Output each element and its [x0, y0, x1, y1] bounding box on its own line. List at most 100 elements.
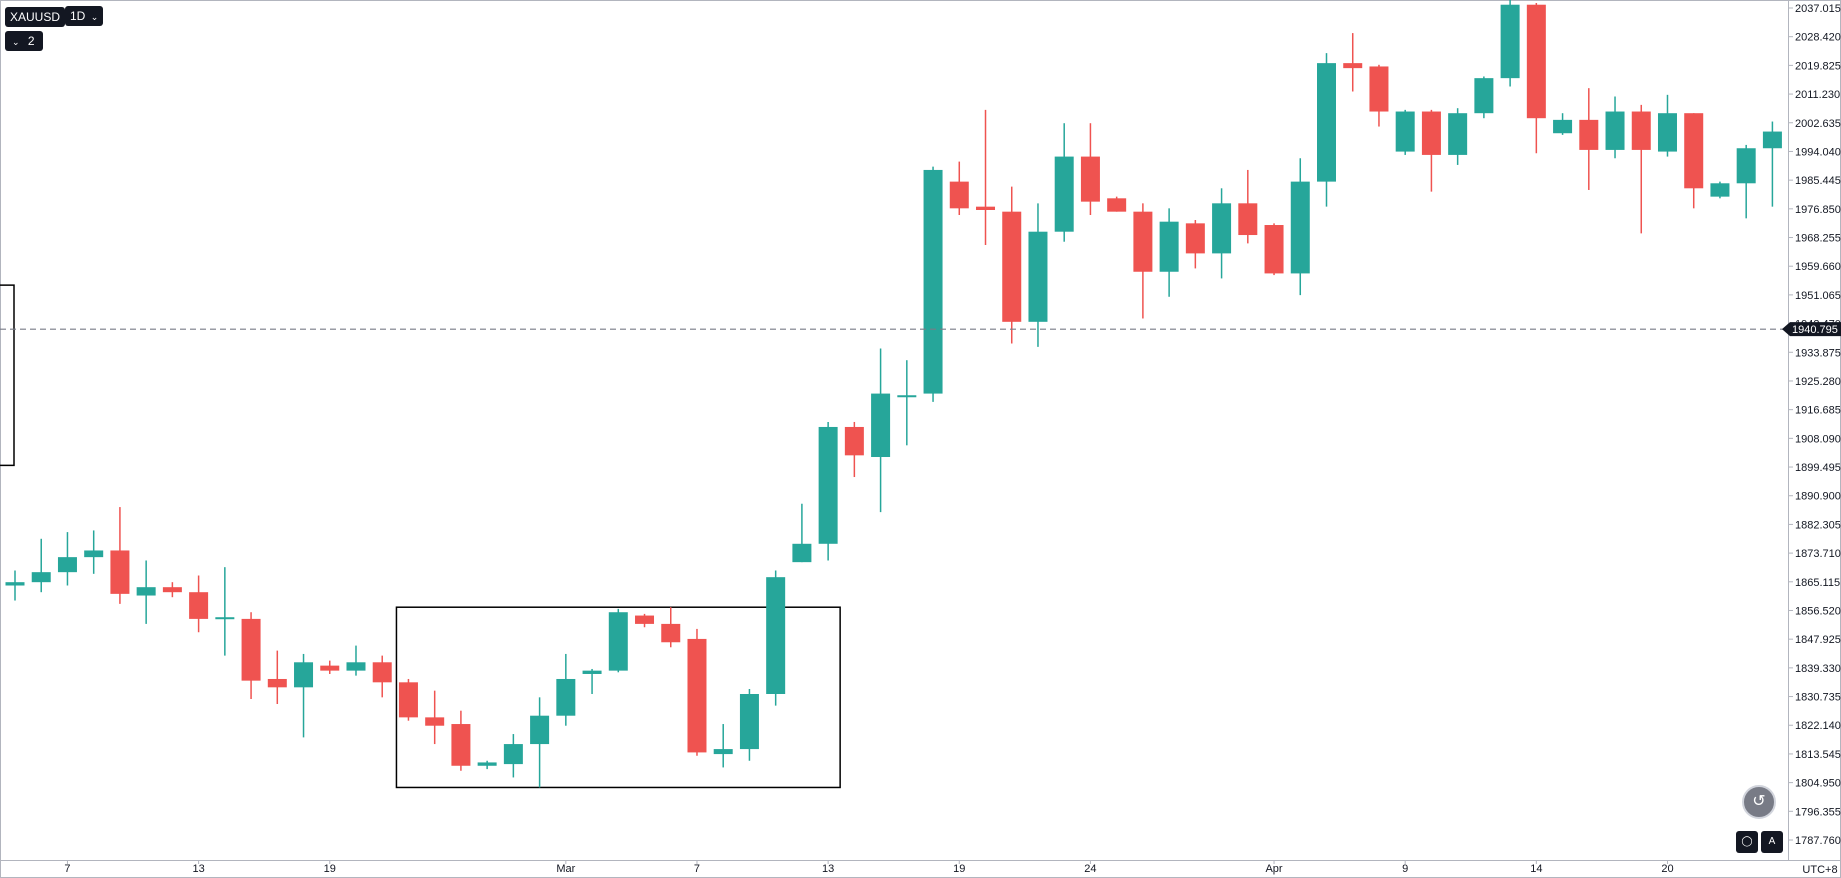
candle-body — [1500, 4, 1520, 79]
chevron-down-icon: ⌄ — [12, 37, 20, 47]
candle — [1317, 53, 1336, 207]
candle — [1579, 88, 1599, 190]
rectangle-drawing[interactable] — [395, 606, 841, 789]
candle — [294, 653, 314, 738]
candle — [635, 613, 655, 628]
candle-body — [294, 662, 314, 688]
candle — [1500, 0, 1520, 87]
interval-button[interactable]: 1D ⌄ — [65, 6, 104, 26]
candle — [1631, 104, 1651, 234]
candle-body — [1736, 148, 1756, 184]
y-tick-label: 2028.420 — [1795, 32, 1841, 44]
candle-body — [1317, 63, 1336, 182]
candle-body — [136, 587, 156, 596]
y-tick-label: 1985.445 — [1795, 175, 1841, 187]
y-tick-label: 1899.495 — [1795, 462, 1841, 474]
candle-body — [425, 717, 445, 726]
candle-body — [1395, 111, 1415, 152]
candle-body — [1054, 156, 1074, 232]
candle — [241, 612, 261, 700]
candle — [1212, 188, 1232, 279]
candle-body — [372, 662, 392, 683]
candle-body — [1657, 113, 1677, 152]
candle — [530, 697, 550, 788]
candle-body — [1421, 111, 1441, 155]
candle-body — [5, 582, 25, 586]
candle — [582, 668, 602, 694]
candle — [1159, 208, 1179, 297]
candle-body — [241, 618, 261, 681]
x-tick-label: Apr — [1265, 863, 1282, 875]
candle-body — [818, 426, 838, 544]
candle-body — [530, 715, 550, 745]
axis-settings-button[interactable]: ◯ — [1736, 831, 1758, 853]
indicator-count: 2 — [27, 34, 35, 48]
candle — [215, 567, 235, 656]
scroll-to-realtime-button[interactable]: ↺ — [1742, 785, 1776, 819]
candle-body — [451, 724, 471, 766]
candle — [1657, 94, 1677, 157]
x-tick-label: 19 — [953, 863, 965, 875]
y-tick-label: 1796.355 — [1795, 806, 1841, 818]
candle-body — [949, 181, 969, 209]
candle — [871, 348, 891, 513]
candle-body — [1107, 198, 1127, 212]
candle — [398, 678, 418, 721]
candle — [687, 628, 707, 756]
candle-body — [844, 426, 864, 456]
candle-body — [739, 693, 759, 750]
candle-body — [84, 550, 104, 558]
timezone-label[interactable]: UTC+8 — [1802, 864, 1837, 876]
candle — [346, 645, 366, 676]
candle — [320, 660, 340, 674]
x-tick-label: 14 — [1530, 863, 1542, 875]
y-tick-label: 1916.685 — [1795, 405, 1841, 417]
candle-body — [1710, 183, 1730, 197]
y-tick-label: 2037.015 — [1795, 3, 1841, 15]
candle-body — [608, 612, 628, 671]
candle — [923, 166, 943, 402]
y-tick-label: 1968.255 — [1795, 233, 1841, 245]
candle-body — [267, 678, 287, 688]
interval-label: 1D — [70, 9, 86, 23]
symbol-badge[interactable]: XAUUSD — [5, 7, 66, 27]
candle — [57, 532, 77, 586]
y-tick-label: 1865.115 — [1795, 577, 1840, 589]
candle-body — [215, 617, 235, 620]
candle-body — [713, 749, 733, 755]
x-tick-label: 13 — [822, 863, 834, 875]
candle-body — [1474, 78, 1494, 114]
candle — [1290, 158, 1310, 296]
candle-body — [320, 665, 340, 671]
candle — [1264, 223, 1284, 276]
candle-body — [1133, 211, 1153, 272]
candle-body — [1080, 156, 1100, 202]
rectangle-drawing-partial[interactable] — [0, 284, 15, 467]
candle — [1054, 123, 1074, 242]
candle — [713, 724, 733, 768]
symbol-label: XAUUSD — [10, 10, 61, 24]
candle — [1448, 108, 1468, 165]
y-tick-label: 1804.950 — [1795, 778, 1841, 790]
candle — [1107, 196, 1127, 212]
candle-body — [1369, 66, 1389, 112]
indicators-toggle[interactable]: ⌄ 2 — [5, 31, 43, 51]
candle — [136, 560, 156, 624]
candle-body — [110, 550, 130, 594]
candle — [1133, 203, 1153, 319]
candle-body — [1553, 119, 1573, 134]
y-tick-label: 1976.850 — [1795, 204, 1841, 216]
candle-body — [1290, 181, 1310, 274]
auto-scale-icon: A — [1768, 836, 1776, 847]
x-tick-label: 7 — [694, 863, 700, 875]
candle-body — [923, 169, 943, 394]
candle — [84, 530, 104, 574]
x-tick-label: 20 — [1661, 863, 1673, 875]
auto-scale-button[interactable]: A — [1761, 831, 1783, 853]
candle — [1080, 123, 1100, 216]
candle — [1736, 144, 1756, 219]
candle — [818, 421, 838, 561]
reset-icon: ↺ — [1752, 793, 1766, 810]
candle-body — [1264, 225, 1284, 274]
